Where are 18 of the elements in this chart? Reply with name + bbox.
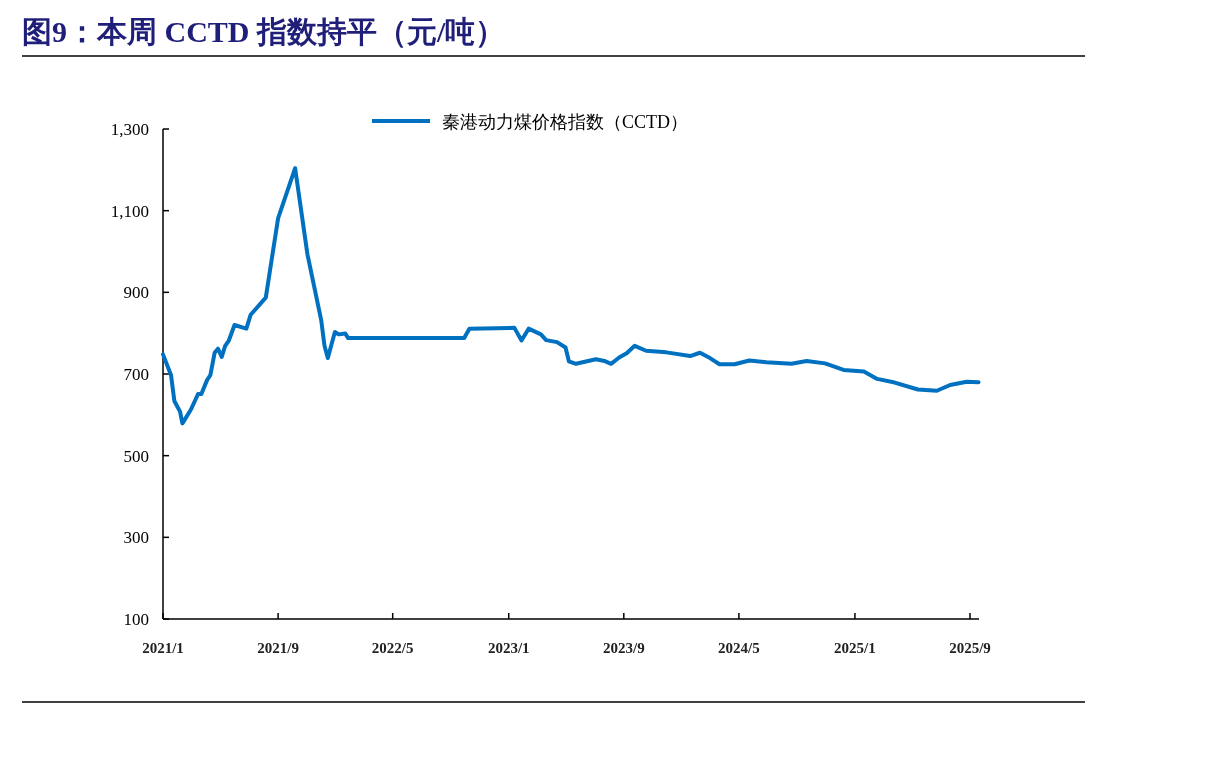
- y-tick-label: 300: [123, 528, 149, 548]
- x-tick-label: 2025/1: [834, 640, 876, 656]
- y-tick-label: 1,300: [110, 120, 149, 139]
- chart-title: 图9：本周 CCTD 指数持平（元/吨）: [22, 15, 506, 48]
- x-tick-label: 2021/9: [257, 640, 299, 656]
- y-tick-label: 900: [123, 283, 149, 303]
- x-tick-label: 2022/5: [371, 640, 414, 656]
- x-tick-label: 2023/9: [602, 640, 645, 656]
- y-tick-label: 100: [123, 610, 149, 629]
- line-series: [161, 166, 981, 426]
- x-tick-label: 2024/5: [718, 640, 760, 656]
- x-tick-label: 2021/1: [142, 640, 184, 656]
- x-tick-label: 2023/1: [487, 640, 530, 656]
- legend-label: 秦港动力煤价格指数（CCTD）: [442, 112, 689, 132]
- y-tick-label: 500: [123, 446, 149, 466]
- y-tick-label: 1,100: [110, 201, 149, 221]
- y-tick-label: 700: [123, 365, 149, 384]
- x-tick-label: 2025/9: [949, 640, 991, 656]
